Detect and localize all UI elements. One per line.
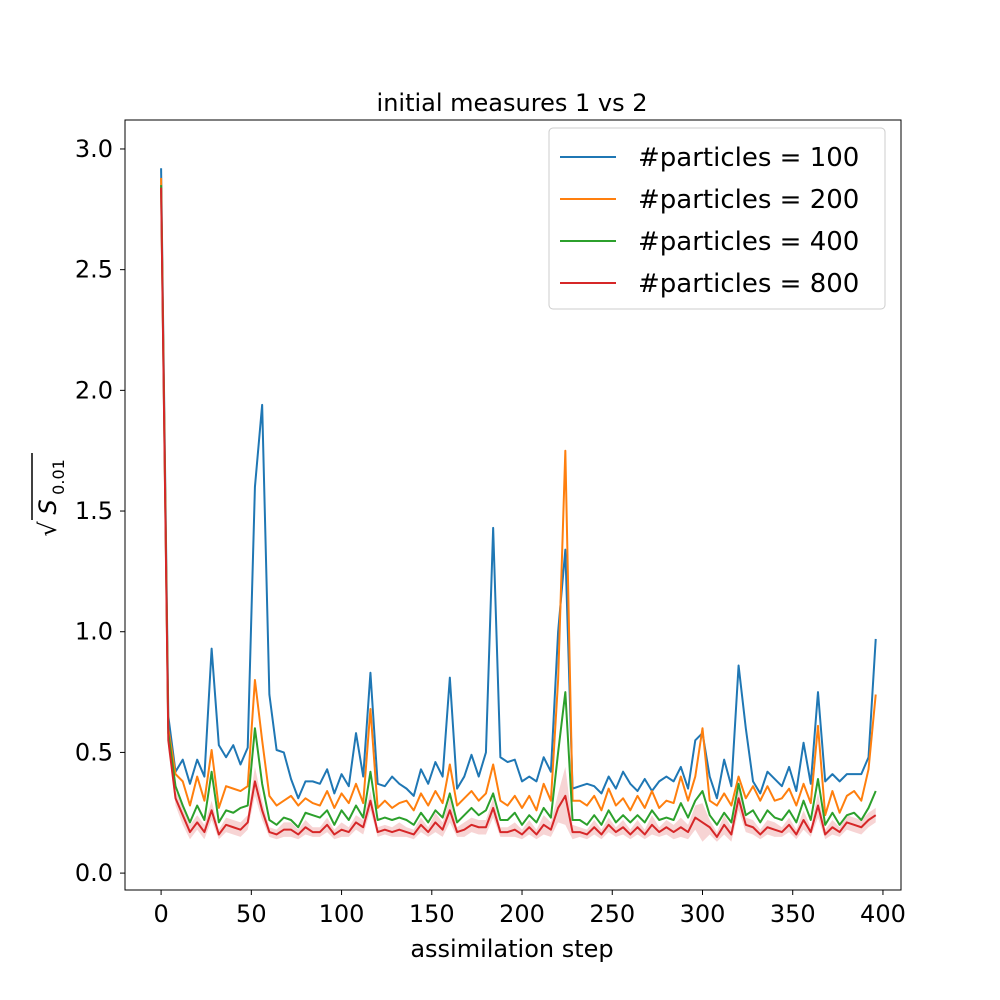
- legend-label-100: #particles = 100: [638, 143, 859, 173]
- x-tick-label: 400: [860, 900, 906, 928]
- y-axis-label: √ S 0.01: [31, 453, 68, 537]
- legend: #particles = 100 #particles = 200 #parti…: [548, 127, 886, 310]
- x-tick-label: 300: [680, 900, 726, 928]
- legend-box: [548, 127, 886, 310]
- y-tick-label: 2.0: [75, 376, 113, 404]
- x-tick-label: 150: [409, 900, 455, 928]
- legend-label-200: #particles = 200: [638, 185, 859, 215]
- y-tick-label: 1.0: [75, 618, 113, 646]
- series-line-200: [160, 177, 877, 817]
- y-axis-label-base: S: [34, 499, 62, 514]
- y-axis-label-subscript: 0.01: [49, 459, 68, 495]
- y-tick-label: 1.5: [75, 497, 113, 525]
- series-line-400: [160, 185, 877, 829]
- series-line-800: [160, 187, 877, 838]
- x-tick-label: 0: [153, 900, 168, 928]
- y-tick-label: 3.0: [75, 135, 113, 163]
- legend-label-400: #particles = 400: [638, 227, 859, 257]
- legend-label-800: #particles = 800: [638, 269, 859, 299]
- x-tick-label: 100: [319, 900, 365, 928]
- x-tick-label: 350: [770, 900, 816, 928]
- series-layer: [160, 168, 877, 838]
- y-axis-label-radical: √: [34, 521, 62, 537]
- x-axis-label: assimilation step: [410, 935, 613, 963]
- x-tick-label: 50: [236, 900, 267, 928]
- x-axis: 0 50 100 150 200 250 300 350 400: [153, 890, 906, 928]
- chart-title: initial measures 1 vs 2: [377, 89, 648, 117]
- y-tick-label: 2.5: [75, 256, 113, 284]
- y-tick-label: 0.5: [75, 738, 113, 766]
- y-axis: 0.0 0.5 1.0 1.5 2.0 2.5 3.0: [75, 135, 125, 887]
- x-tick-label: 200: [499, 900, 545, 928]
- x-tick-label: 250: [589, 900, 635, 928]
- series-line-100: [160, 168, 877, 800]
- plot-frame: [124, 119, 902, 891]
- y-tick-label: 0.0: [75, 859, 113, 887]
